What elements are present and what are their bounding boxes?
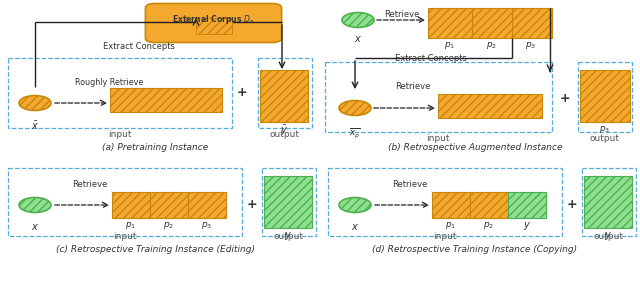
Text: $p_3$: $p_3$ <box>600 124 611 135</box>
Text: $\overline{x_p}$: $\overline{x_p}$ <box>349 126 361 140</box>
Text: $x$: $x$ <box>31 222 39 232</box>
Circle shape <box>19 198 51 213</box>
Text: $x$: $x$ <box>354 34 362 44</box>
Text: $y$: $y$ <box>284 230 292 242</box>
Text: $y$: $y$ <box>604 230 612 242</box>
Text: input: input <box>108 130 132 139</box>
Bar <box>580 70 630 122</box>
Circle shape <box>339 198 371 213</box>
Bar <box>150 192 188 218</box>
Circle shape <box>19 95 51 110</box>
Bar <box>264 176 312 228</box>
Text: $\bar{x}$: $\bar{x}$ <box>31 120 39 132</box>
Bar <box>110 88 222 112</box>
Text: output: output <box>593 232 623 241</box>
Text: (a) Pretraining Instance: (a) Pretraining Instance <box>102 143 208 152</box>
Text: Roughly Retrieve: Roughly Retrieve <box>75 78 143 87</box>
Text: $y$: $y$ <box>523 220 531 232</box>
Bar <box>428 8 552 38</box>
Text: Retrieve: Retrieve <box>392 180 428 189</box>
Text: External Corpus $D_e$: External Corpus $D_e$ <box>172 13 254 27</box>
Text: output: output <box>273 232 303 241</box>
Bar <box>112 192 150 218</box>
Text: $p_3$: $p_3$ <box>525 40 536 51</box>
Text: Retrieve: Retrieve <box>384 10 420 19</box>
Text: +: + <box>566 199 577 211</box>
Circle shape <box>342 13 374 28</box>
Bar <box>438 94 542 118</box>
Text: $p_3$: $p_3$ <box>202 220 212 231</box>
Circle shape <box>339 100 371 115</box>
Text: +: + <box>237 86 247 100</box>
Text: $p_1$: $p_1$ <box>444 40 456 51</box>
Text: input: input <box>426 134 450 143</box>
Text: (b) Retrospective Augmented Instance: (b) Retrospective Augmented Instance <box>388 143 563 152</box>
FancyBboxPatch shape <box>145 4 282 42</box>
Text: $p_1$: $p_1$ <box>445 220 456 231</box>
Bar <box>470 192 508 218</box>
Text: Retrieve: Retrieve <box>395 82 430 91</box>
Text: $x$: $x$ <box>351 222 359 232</box>
Text: $p_2$: $p_2$ <box>163 220 175 231</box>
Text: Extract Concepts: Extract Concepts <box>103 42 175 51</box>
Text: $p_1$: $p_1$ <box>125 220 136 231</box>
Bar <box>196 18 232 34</box>
Text: Retrieve: Retrieve <box>72 180 108 189</box>
Text: $p_2$: $p_2$ <box>483 220 495 231</box>
Text: +: + <box>246 199 257 211</box>
Text: $p_2$: $p_2$ <box>486 40 497 51</box>
Text: input: input <box>433 232 457 241</box>
Bar <box>508 192 546 218</box>
Text: output: output <box>590 134 620 143</box>
Bar <box>432 192 470 218</box>
Text: $\bar{y}$: $\bar{y}$ <box>280 124 288 138</box>
Text: Extract Concepts: Extract Concepts <box>395 54 467 63</box>
Bar <box>260 70 308 122</box>
Bar <box>584 176 632 228</box>
Text: +: + <box>560 91 570 104</box>
Text: (c) Retrospective Training Instance (Editing): (c) Retrospective Training Instance (Edi… <box>56 245 255 254</box>
Text: output: output <box>269 130 299 139</box>
Text: (d) Retrospective Training Instance (Copying): (d) Retrospective Training Instance (Cop… <box>372 245 577 254</box>
Text: input: input <box>113 232 137 241</box>
Bar <box>188 192 226 218</box>
